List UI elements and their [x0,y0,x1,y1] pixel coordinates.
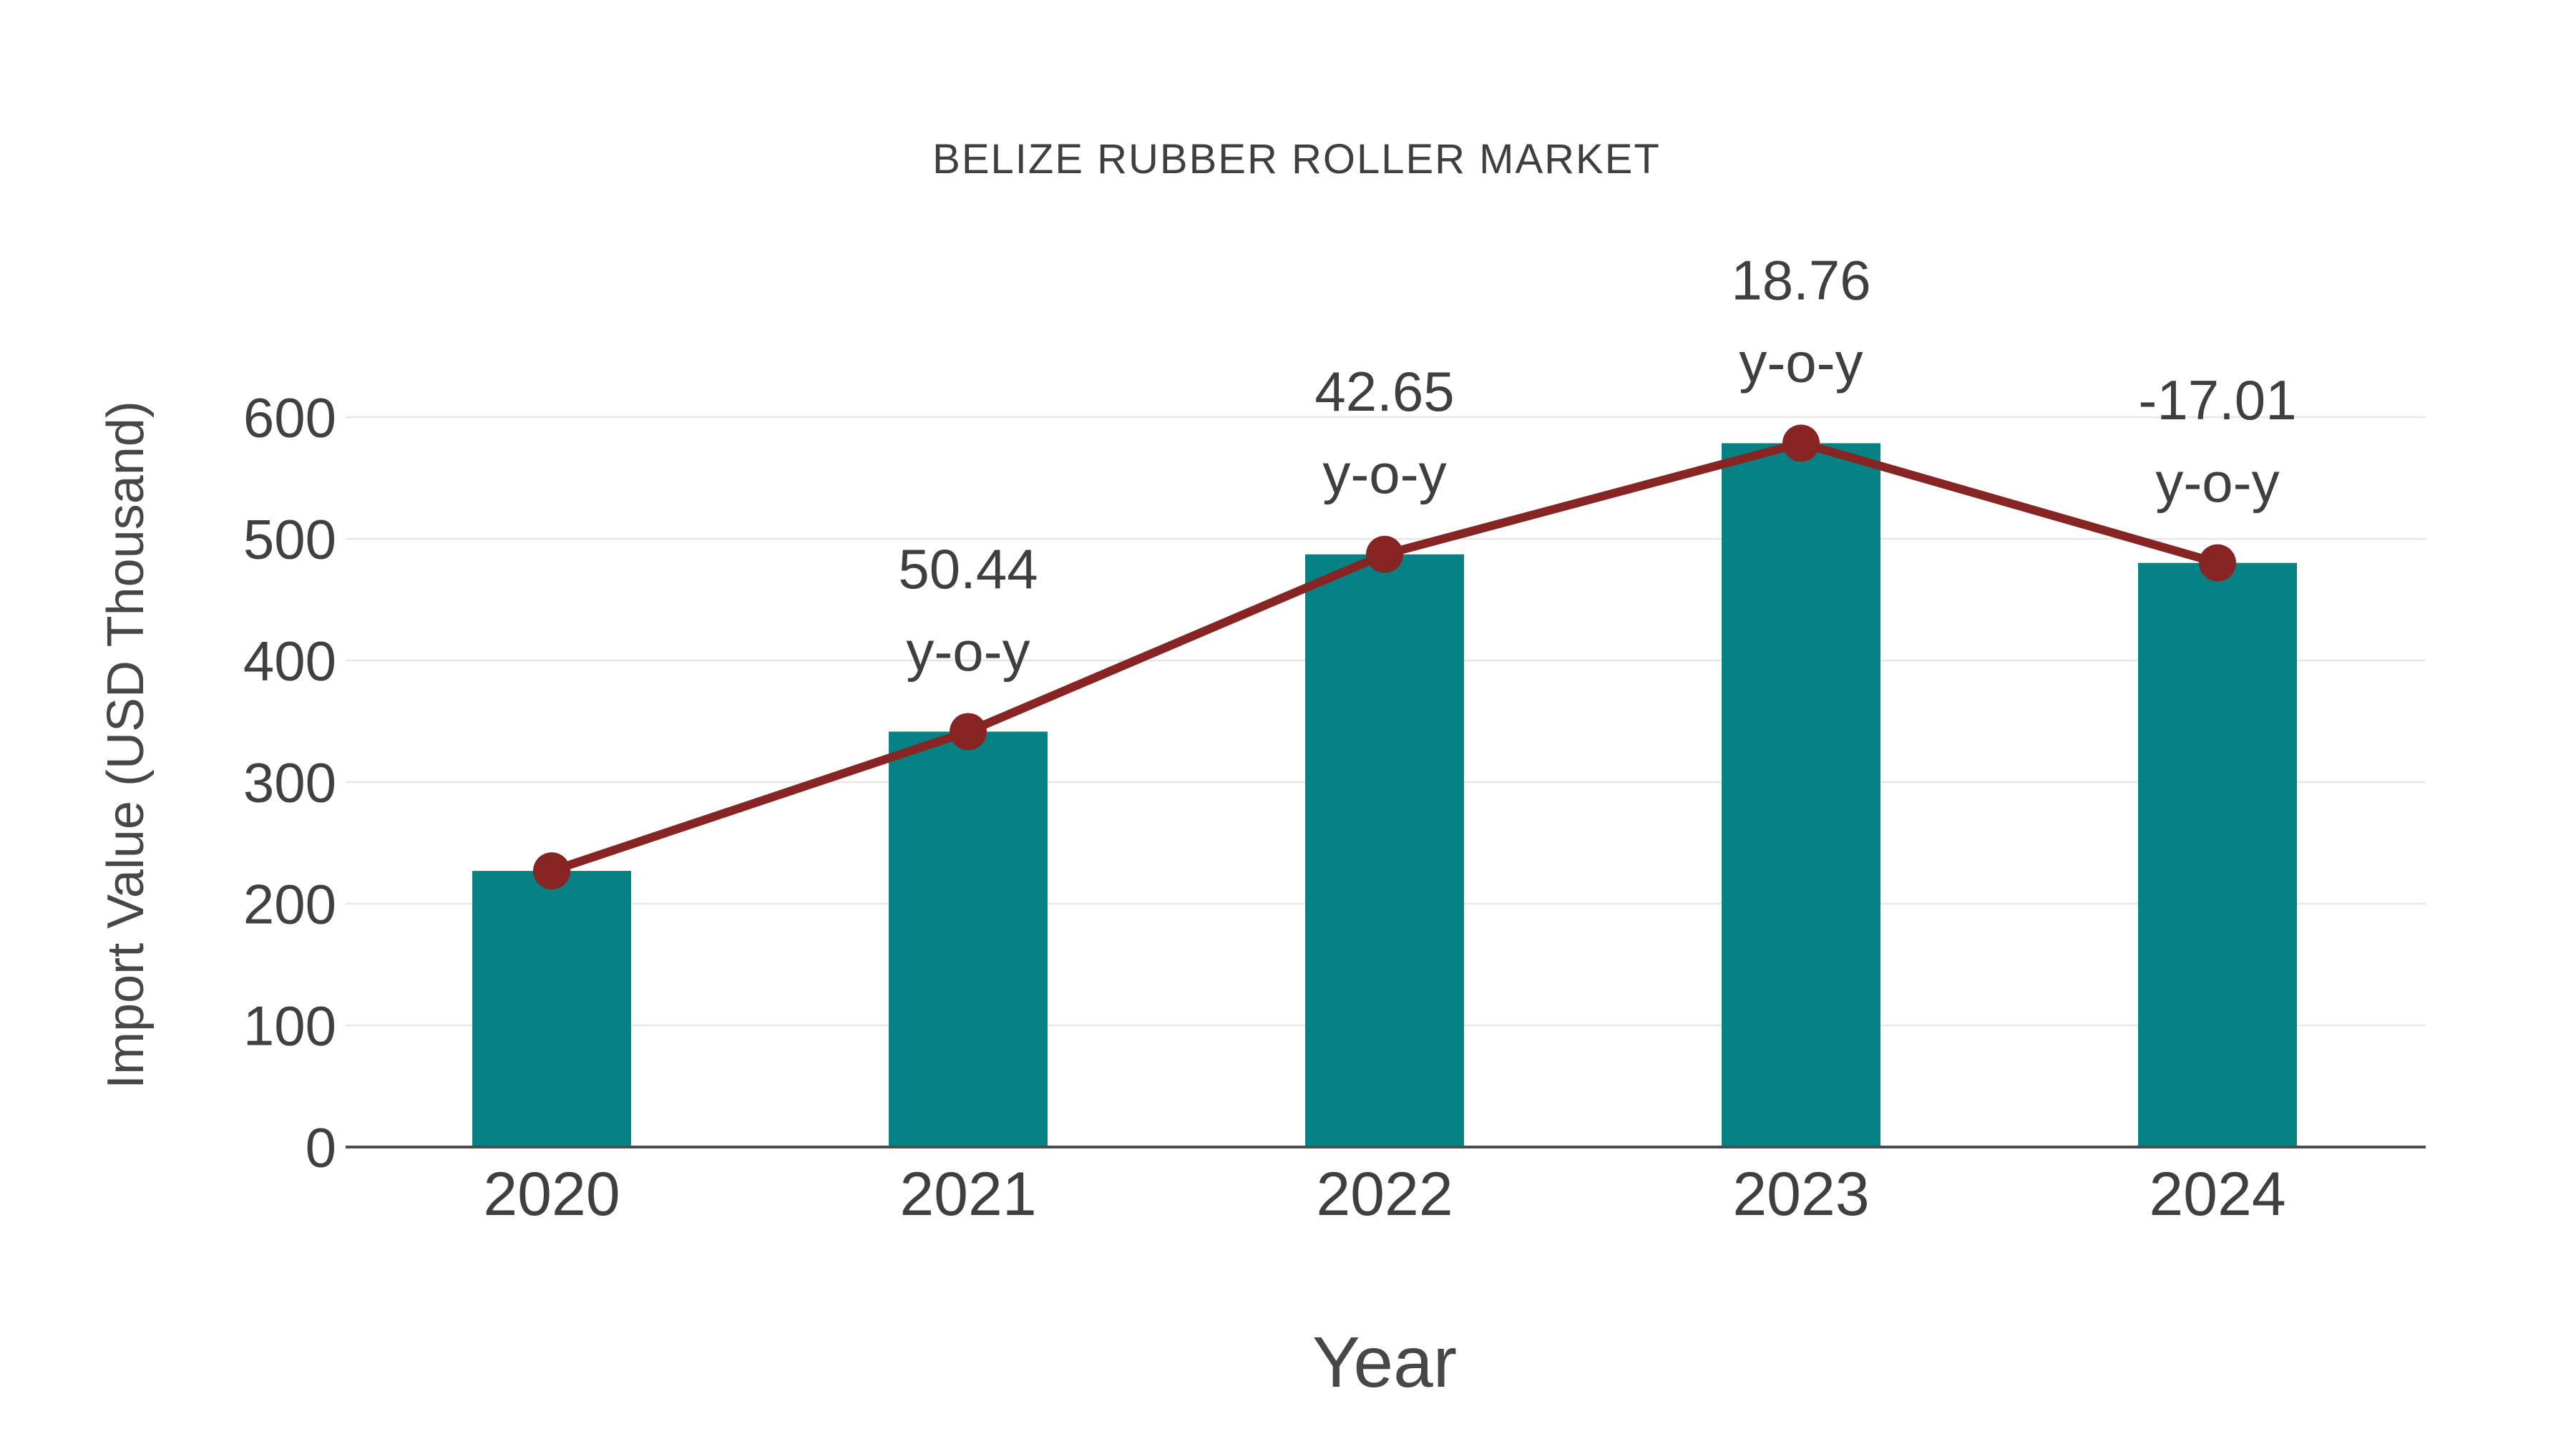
y-tick-label-600: 600 [243,386,336,449]
y-axis-title: Import Value (USD Thousand) [97,401,155,1089]
yoy-annotations: 50.44 y-o-y 42.65 y-o-y 18.76 y-o-y -17.01 y-o-… [898,249,2296,683]
trend-point-2022 [1366,535,1403,573]
line-series [533,424,2236,890]
trend-point-2021 [950,713,987,751]
annotation-2021-value: 50.44 [898,537,1038,600]
bar-2022 [1305,554,1464,1147]
annotation-2022-suffix: y-o-y [1322,442,1446,505]
x-tick-label-2021: 2021 [899,1160,1036,1229]
trend-point-2023 [1782,424,1820,462]
chart-title: BELIZE RUBBER ROLLER MARKET [932,136,1661,182]
bar-2020 [472,871,631,1147]
bar-2023 [1722,443,1880,1147]
y-tick-label-200: 200 [243,872,336,935]
annotation-2022-value: 42.65 [1314,360,1454,423]
x-axis-title: Year [1312,1322,1457,1402]
bar-series [472,443,2297,1147]
y-tick-label-300: 300 [243,751,336,814]
annotation-2021-suffix: y-o-y [906,620,1030,683]
trend-point-2024 [2199,544,2236,582]
annotation-2024-suffix: y-o-y [2155,451,2279,514]
x-axis-tick-labels: 2020 2021 2022 2023 2024 [483,1160,2285,1229]
x-tick-label-2024: 2024 [2149,1160,2285,1229]
y-axis-tick-labels: 0 100 200 300 400 500 600 [243,386,336,1179]
y-tick-label-500: 500 [243,507,336,570]
annotation-2024-value: -17.01 [2138,369,2296,431]
trend-point-2020 [533,852,570,890]
y-tick-label-100: 100 [243,994,336,1057]
x-tick-label-2023: 2023 [1732,1160,1869,1229]
y-tick-label-0: 0 [306,1116,336,1179]
bar-2021 [889,731,1048,1147]
bar-2024 [2138,562,2297,1147]
x-tick-label-2022: 2022 [1316,1160,1453,1229]
annotation-2023-value: 18.76 [1731,249,1870,312]
annotation-2023-suffix: y-o-y [1739,331,1863,394]
x-tick-label-2020: 2020 [483,1160,620,1229]
y-tick-label-400: 400 [243,629,336,692]
